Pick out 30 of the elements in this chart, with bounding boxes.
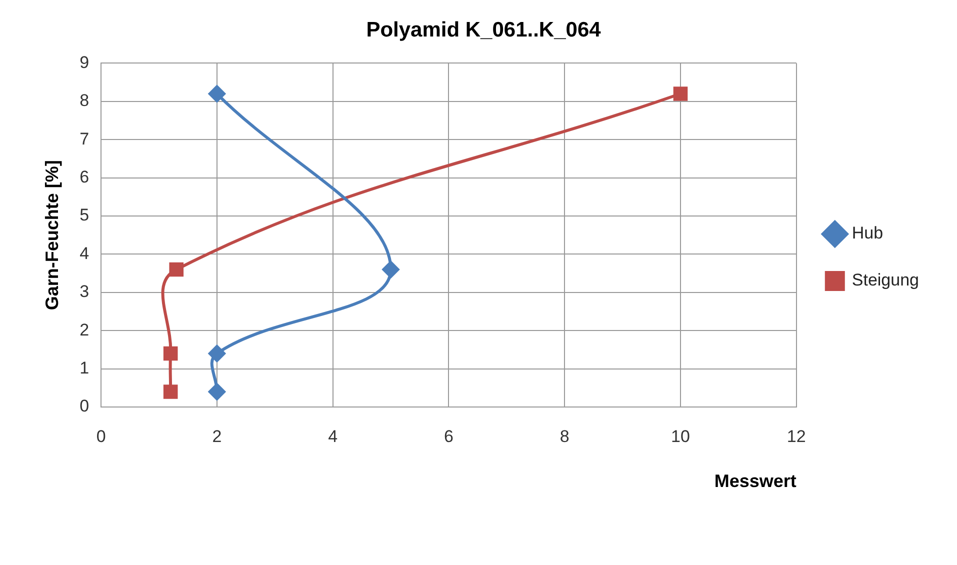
y-tick-label: 8 [80,91,90,110]
point [169,262,184,277]
legend-label: Hub [852,224,884,243]
point [163,346,178,361]
y-tick-label: 7 [80,129,90,148]
x-axis-title: Messwert [714,471,796,492]
y-tick-label: 0 [80,396,90,416]
y-tick-label: 5 [80,206,90,225]
x-tick-label: 12 [786,426,806,446]
y-tick-label: 1 [80,358,90,378]
point [208,85,226,102]
chart-title: Polyamid K_061..K_064 [366,18,602,42]
y-tick-label: 9 [80,52,90,72]
y-axis-title: Garn-Feuchte [%] [42,160,62,310]
y-tick-label: 6 [80,167,90,186]
y-tick-label: 2 [80,320,90,340]
x-tick-label: 2 [212,426,222,446]
point [382,260,400,278]
x-tick-label: 8 [560,426,570,446]
legend-label: Steigung [852,270,920,290]
x-tick-label: 10 [671,426,690,446]
point [163,384,178,399]
point [208,383,226,400]
point [208,345,226,362]
point [673,86,688,101]
x-tick-label: 6 [444,426,454,446]
y-tick-label: 3 [80,282,90,302]
x-tick-label: 0 [96,426,106,446]
y-tick-label: 4 [80,244,90,263]
x-tick-label: 4 [328,426,338,446]
